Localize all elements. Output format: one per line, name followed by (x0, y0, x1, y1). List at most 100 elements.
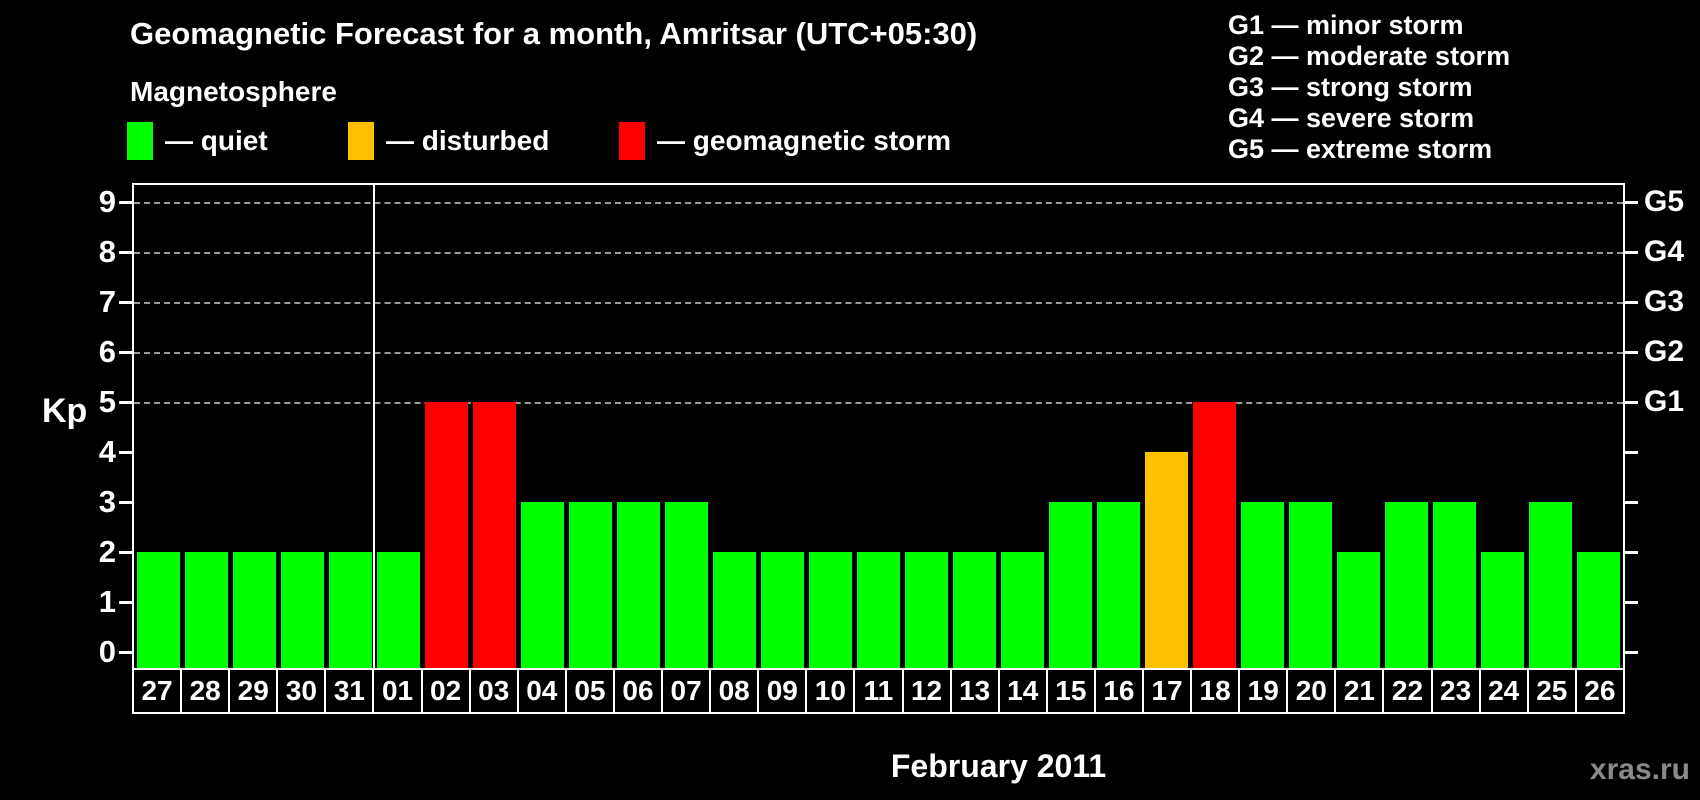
day-label-21: 21 (1334, 668, 1385, 714)
bar-day-14 (1001, 552, 1045, 668)
watermark: xras.ru (1589, 753, 1690, 786)
day-label-02: 02 (420, 668, 471, 714)
right-tick-kp-1 (1625, 601, 1638, 604)
right-tick-kp-3 (1625, 501, 1638, 504)
gridline-kp-6 (134, 352, 1623, 354)
legend-item-disturbed: — disturbed (348, 122, 549, 160)
right-tick-kp-8 (1625, 251, 1638, 254)
bar-day-28 (184, 552, 228, 668)
day-label-26: 26 (1574, 668, 1625, 714)
bar-day-16 (1097, 502, 1141, 668)
magnetosphere-legend: — quiet — disturbed — geomagnetic storm (127, 122, 1027, 164)
bar-day-24 (1481, 552, 1525, 668)
day-label-16: 16 (1093, 668, 1144, 714)
day-label-18: 18 (1190, 668, 1241, 714)
bar-day-06 (616, 502, 660, 668)
gridline-kp-5 (134, 402, 1623, 404)
day-label-19: 19 (1238, 668, 1289, 714)
g-axis-label-G2: G2 (1644, 335, 1685, 368)
day-label-05: 05 (564, 668, 615, 714)
month-boundary-line (373, 185, 376, 668)
day-label-10: 10 (805, 668, 856, 714)
plot-area (132, 183, 1625, 668)
bar-day-07 (664, 502, 708, 668)
bar-day-10 (808, 552, 852, 668)
left-tick-kp-2 (119, 551, 132, 554)
left-tick-kp-5 (119, 401, 132, 404)
bar-day-11 (856, 552, 900, 668)
legend-label-storm: — geomagnetic storm (657, 125, 952, 156)
day-label-08: 08 (709, 668, 760, 714)
bar-day-09 (760, 552, 804, 668)
day-label-11: 11 (853, 668, 904, 714)
legend-swatch-disturbed (348, 122, 374, 160)
day-label-12: 12 (901, 668, 952, 714)
storm-scale-legend-line-3: G3 — strong storm (1228, 72, 1473, 102)
y-tick-label-3: 3 (98, 484, 116, 519)
day-label-09: 09 (757, 668, 808, 714)
day-label-20: 20 (1286, 668, 1337, 714)
bar-day-20 (1289, 502, 1333, 668)
day-label-04: 04 (516, 668, 567, 714)
bar-day-29 (232, 552, 276, 668)
left-tick-kp-0 (119, 651, 132, 654)
day-label-29: 29 (228, 668, 279, 714)
legend-label-quiet: — quiet (165, 125, 268, 156)
storm-scale-legend-line-1: G1 — minor storm (1228, 10, 1464, 40)
left-tick-kp-1 (119, 601, 132, 604)
day-label-25: 25 (1526, 668, 1577, 714)
left-tick-kp-6 (119, 351, 132, 354)
right-tick-kp-7 (1625, 301, 1638, 304)
y-axis-title: Kp (42, 392, 88, 430)
left-tick-kp-7 (119, 301, 132, 304)
day-label-13: 13 (949, 668, 1000, 714)
bar-day-12 (905, 552, 949, 668)
day-label-06: 06 (612, 668, 664, 714)
gridline-kp-7 (134, 302, 1623, 304)
bar-day-04 (520, 502, 564, 668)
bar-day-15 (1049, 502, 1093, 668)
day-label-15: 15 (1045, 668, 1096, 714)
bar-day-25 (1529, 502, 1573, 668)
storm-scale-legend-line-2: G2 — moderate storm (1228, 41, 1511, 71)
day-label-27: 27 (132, 668, 183, 714)
y-tick-label-6: 6 (98, 334, 116, 369)
day-label-07: 07 (661, 668, 712, 714)
day-label-24: 24 (1478, 668, 1529, 714)
right-tick-kp-6 (1625, 351, 1638, 354)
legend-item-storm: — geomagnetic storm (619, 122, 951, 160)
bar-day-22 (1385, 502, 1429, 668)
right-tick-kp-2 (1625, 551, 1638, 554)
bar-day-02 (424, 402, 468, 668)
bar-day-21 (1337, 552, 1381, 668)
g-axis-label-G3: G3 (1644, 285, 1685, 318)
g-axis-label-G1: G1 (1644, 385, 1685, 418)
bar-day-05 (568, 502, 612, 668)
bar-day-01 (376, 552, 420, 668)
bar-day-18 (1193, 402, 1237, 668)
bar-day-03 (472, 402, 516, 668)
left-tick-kp-4 (119, 451, 132, 454)
day-label-14: 14 (997, 668, 1048, 714)
y-tick-label-9: 9 (98, 184, 116, 219)
right-tick-kp-9 (1625, 201, 1638, 204)
bar-day-26 (1577, 552, 1621, 668)
y-tick-label-2: 2 (98, 534, 116, 569)
y-tick-label-7: 7 (98, 284, 116, 319)
legend-swatch-storm (619, 122, 645, 160)
legend-swatch-quiet (127, 122, 153, 160)
legend-label-disturbed: — disturbed (386, 125, 550, 156)
left-tick-kp-9 (119, 201, 132, 204)
storm-scale-legend-line-5: G5 — extreme storm (1228, 134, 1493, 164)
storm-scale-legend-line-4: G4 — severe storm (1228, 103, 1475, 133)
legend-item-quiet: — quiet (127, 122, 268, 160)
right-tick-kp-4 (1625, 451, 1638, 454)
bar-day-30 (280, 552, 324, 668)
bar-day-19 (1241, 502, 1285, 668)
day-label-17: 17 (1141, 668, 1193, 714)
bar-day-23 (1433, 502, 1477, 668)
day-label-28: 28 (180, 668, 231, 714)
x-axis-day-labels: 27 28 29 30 31 01 02 03 04 05 06 07 08 09 10 11 12 13 14 15… (132, 668, 1625, 714)
right-tick-kp-5 (1625, 401, 1638, 404)
bar-day-17 (1145, 452, 1189, 668)
